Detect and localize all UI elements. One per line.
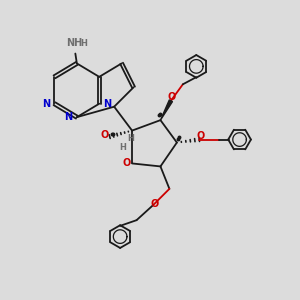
Text: O: O — [168, 92, 176, 102]
Polygon shape — [160, 100, 172, 120]
Text: N: N — [42, 99, 50, 109]
Text: O: O — [150, 199, 159, 209]
Text: H: H — [127, 134, 134, 143]
Text: H: H — [80, 39, 87, 48]
Text: O: O — [123, 158, 131, 168]
Text: N: N — [64, 112, 73, 122]
Text: O: O — [196, 131, 205, 141]
Text: NH: NH — [66, 38, 82, 48]
Text: N: N — [103, 99, 112, 109]
Text: H: H — [120, 142, 127, 152]
Text: O: O — [100, 130, 108, 140]
